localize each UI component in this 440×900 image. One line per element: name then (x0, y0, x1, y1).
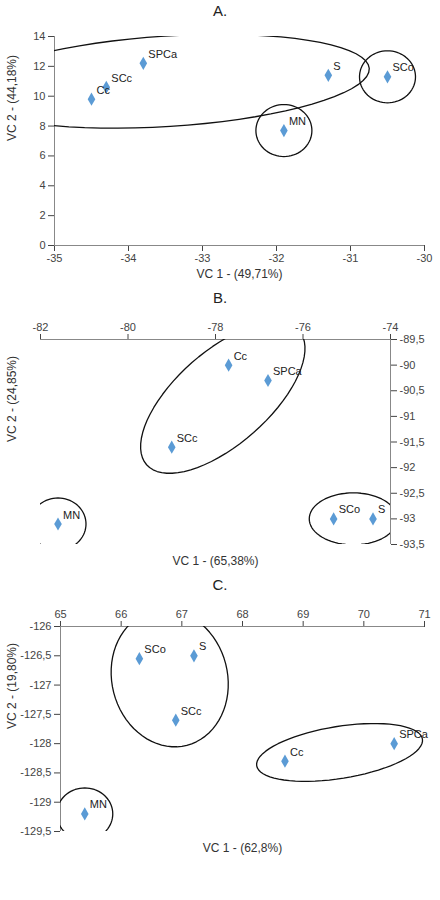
html-text:A.: A. (212, 2, 228, 19)
svg-text:-74: -74 (383, 321, 399, 333)
svg-text:-76: -76 (295, 321, 311, 333)
svg-text:67: 67 (176, 608, 188, 620)
svg-text:-91,5: -91,5 (400, 436, 425, 448)
svg-text:66: 66 (115, 608, 127, 620)
svg-text:-92,5: -92,5 (400, 487, 425, 499)
svg-text:-92: -92 (400, 461, 416, 473)
svg-text:VC 1 - (62,8%): VC 1 - (62,8%) (203, 841, 282, 855)
svg-text:-35: -35 (47, 252, 63, 264)
svg-text:10: 10 (33, 90, 45, 102)
svg-text:S: S (378, 503, 385, 515)
html-text:C.: C. (212, 576, 228, 593)
svg-text:-127: -127 (29, 679, 51, 691)
svg-text:8: 8 (39, 120, 45, 132)
svg-text:-32: -32 (269, 252, 285, 264)
svg-text:-93,5: -93,5 (400, 538, 425, 550)
svg-text:SCo: SCo (144, 643, 165, 655)
svg-text:70: 70 (358, 608, 370, 620)
svg-text:VC 2 - (19,80%): VC 2 - (19,80%) (5, 643, 19, 729)
svg-text:-78: -78 (208, 321, 224, 333)
svg-text:-31: -31 (343, 252, 359, 264)
svg-text:MN: MN (63, 509, 80, 521)
svg-text:-34: -34 (121, 252, 137, 264)
svg-text:VC 2 - (44,18%): VC 2 - (44,18%) (5, 55, 19, 141)
svg-text:MN: MN (90, 798, 107, 810)
svg-text:Cc: Cc (290, 746, 304, 758)
svg-text:-33: -33 (195, 252, 211, 264)
svg-text:69: 69 (297, 608, 309, 620)
svg-text:SCo: SCo (393, 61, 414, 73)
svg-text:-80: -80 (120, 321, 136, 333)
svg-text:SPCa: SPCa (399, 728, 429, 740)
svg-text:2: 2 (39, 209, 45, 221)
svg-text:SPCa: SPCa (148, 48, 178, 60)
svg-text:SCc: SCc (181, 705, 202, 717)
svg-text:-129,5: -129,5 (20, 825, 51, 837)
svg-text:6: 6 (39, 149, 45, 161)
svg-text:12: 12 (33, 60, 45, 72)
svg-text:-128,5: -128,5 (20, 766, 51, 778)
svg-text:S: S (199, 640, 206, 652)
svg-text:14: 14 (33, 30, 45, 42)
svg-text:VC 1 - (49,71%): VC 1 - (49,71%) (196, 267, 282, 281)
svg-text:-30: -30 (417, 252, 433, 264)
svg-text:-126: -126 (29, 620, 51, 632)
svg-text:VC 2 - (24,85%): VC 2 - (24,85%) (5, 356, 19, 442)
svg-text:-91: -91 (400, 410, 416, 422)
svg-text:SCc: SCc (177, 432, 198, 444)
svg-text:0: 0 (39, 239, 45, 251)
svg-text:SPCa: SPCa (273, 365, 303, 377)
svg-text:SCo: SCo (339, 503, 360, 515)
svg-text:-126,5: -126,5 (20, 649, 51, 661)
svg-text:MN: MN (289, 115, 306, 127)
svg-text:-128: -128 (29, 737, 51, 749)
svg-text:-93: -93 (400, 512, 416, 524)
svg-text:68: 68 (236, 608, 248, 620)
svg-text:-90: -90 (400, 359, 416, 371)
svg-text:Cc: Cc (97, 84, 111, 96)
svg-text:-82: -82 (33, 321, 49, 333)
svg-text:-129: -129 (29, 796, 51, 808)
svg-text:71: 71 (418, 608, 430, 620)
svg-text:-127,5: -127,5 (20, 708, 51, 720)
svg-text:-89,5: -89,5 (400, 333, 425, 345)
svg-text:4: 4 (39, 179, 45, 191)
html-text:B.: B. (212, 289, 228, 306)
svg-text:-90,5: -90,5 (400, 384, 425, 396)
svg-text:S: S (333, 60, 340, 72)
svg-text:VC 1 - (65,38%): VC 1 - (65,38%) (172, 554, 258, 568)
svg-text:Cc: Cc (234, 350, 248, 362)
svg-text:SCc: SCc (111, 72, 132, 84)
svg-text:65: 65 (54, 608, 66, 620)
